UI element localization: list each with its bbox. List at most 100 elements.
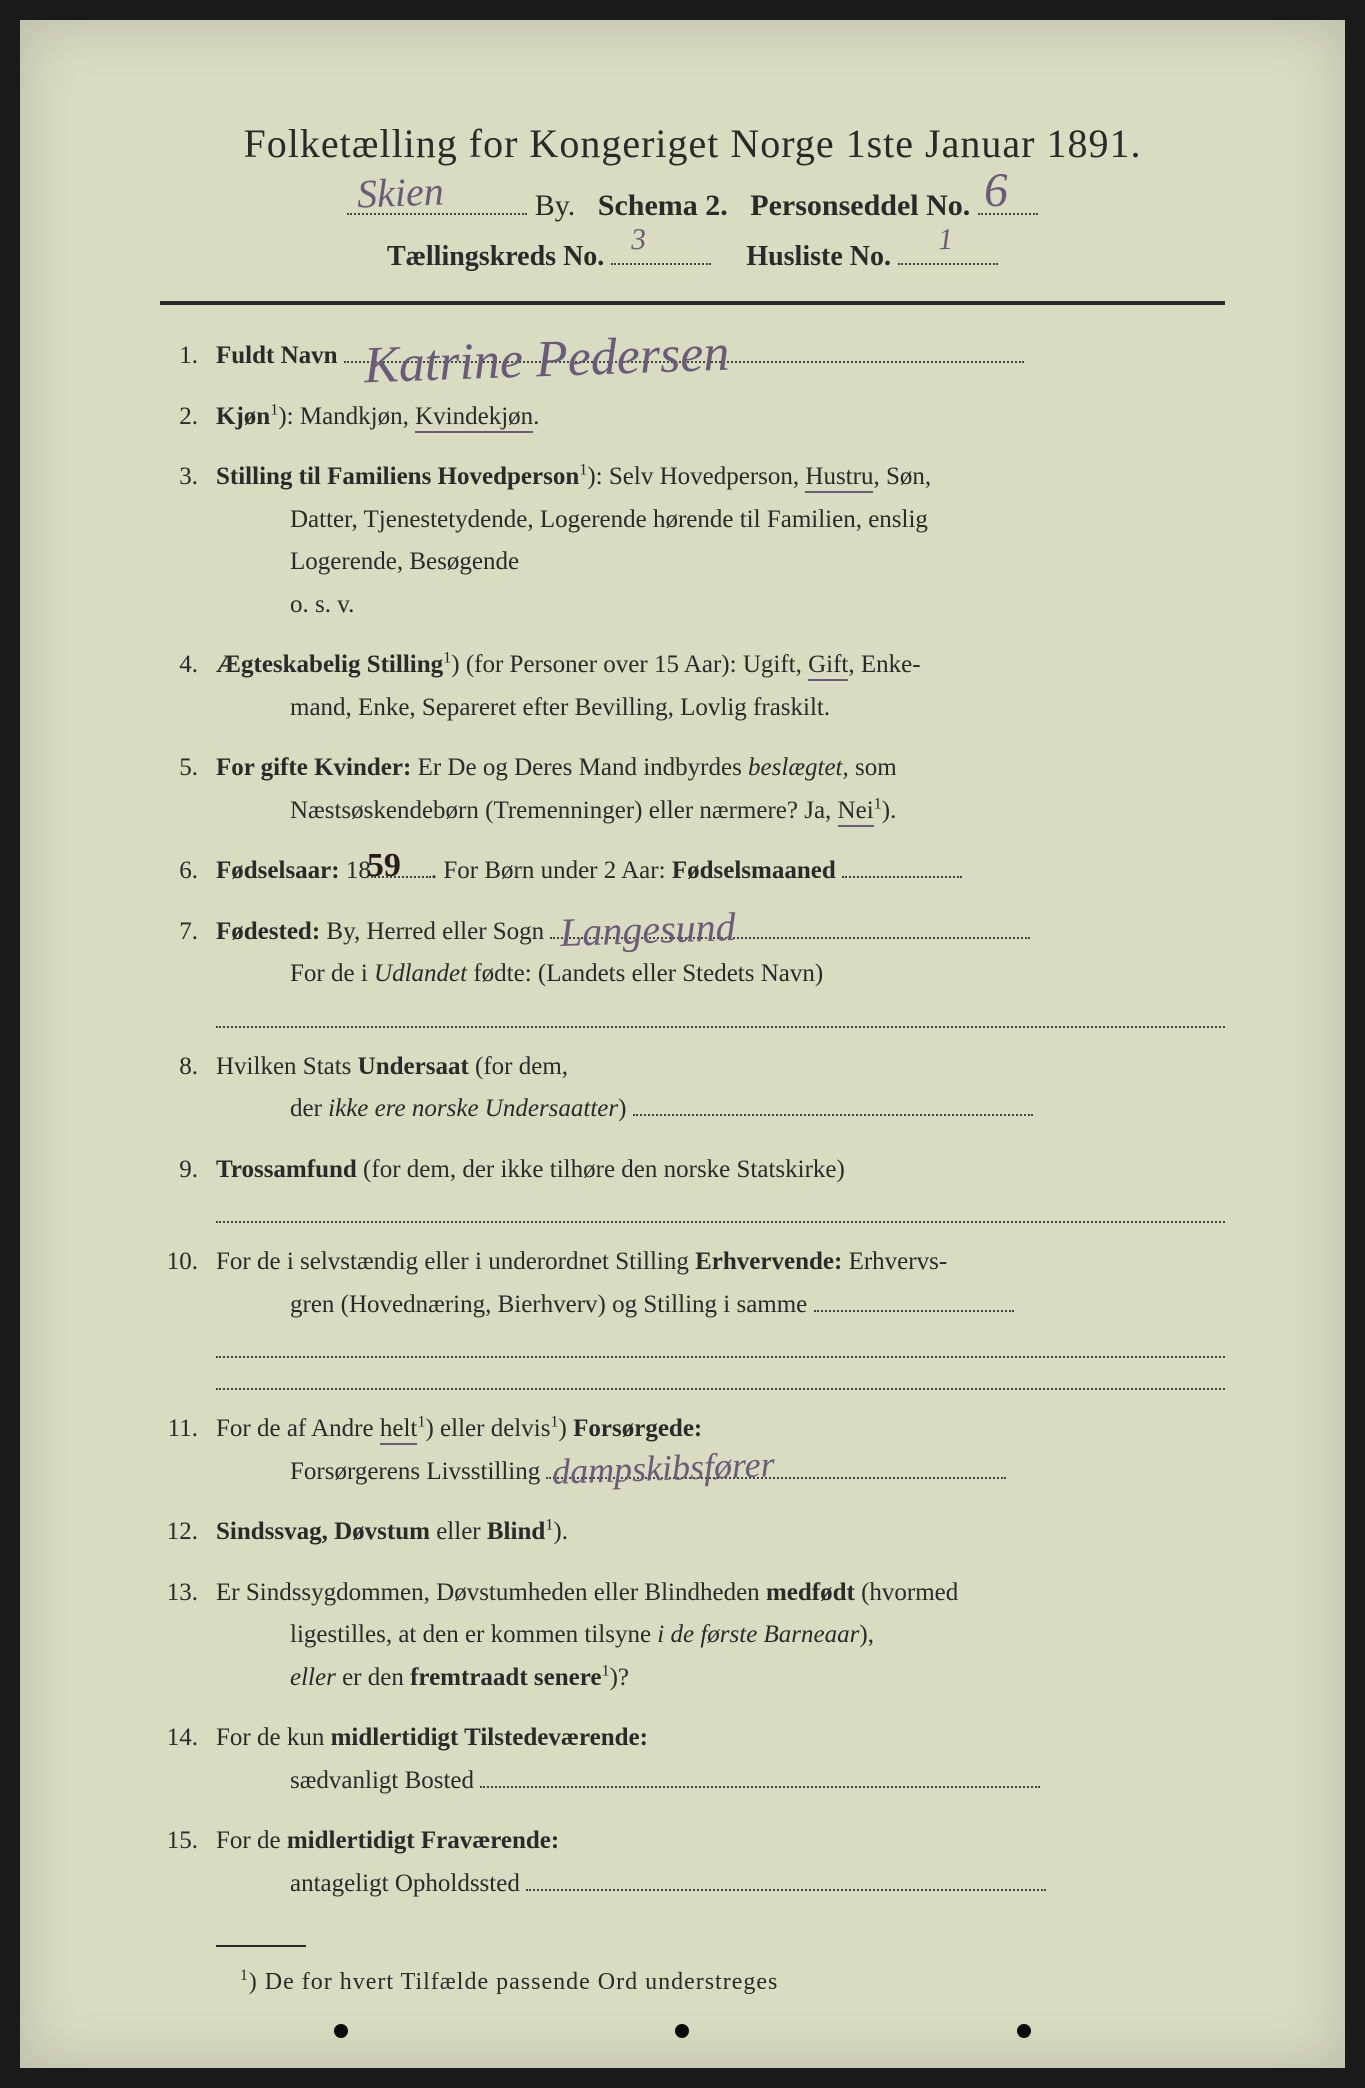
census-form-page: Folketælling for Kongeriget Norge 1ste J… <box>20 20 1345 2068</box>
text: , Søn, <box>873 463 931 490</box>
name-blank: Katrine Pedersen <box>344 338 1024 363</box>
item-content: Fuldt Navn Katrine Pedersen <box>216 335 1225 378</box>
text: Er De og Deres Mand indbyrdes <box>411 754 748 781</box>
item-7: 7. Fødested: By, Herred eller Sogn Lange… <box>160 911 1225 1028</box>
italic: Udlandet <box>374 960 467 987</box>
dotted-line <box>216 1330 1225 1358</box>
underlined-kvindekjon: Kvindekjøn <box>415 403 533 433</box>
label-fuldt-navn: Fuldt Navn <box>216 342 338 369</box>
handwritten-person-no: 6 <box>983 163 1009 219</box>
text: , Enke- <box>848 651 920 678</box>
item-content: Sindssvag, Døvstum eller Blind1). <box>216 1511 1225 1554</box>
blank <box>814 1287 1014 1312</box>
line: Næstsøskendebørn (Tremenninger) eller næ… <box>216 790 1225 833</box>
text: Er Sindssygdommen, Døvstumheden eller Bl… <box>216 1579 766 1606</box>
label-kjon: Kjøn <box>216 403 270 430</box>
line: ligestilles, at den er kommen tilsyne i … <box>216 1614 1225 1657</box>
item-content: For gifte Kvinder: Er De og Deres Mand i… <box>216 747 1225 832</box>
label-fremtraadt: fremtraadt senere <box>410 1664 601 1691</box>
underlined-gift: Gift <box>808 651 848 681</box>
sup: 1 <box>874 794 882 812</box>
item-num: 3. <box>160 456 216 626</box>
item-11: 11. For de af Andre helt1) eller delvis1… <box>160 1408 1225 1493</box>
city-label: By. <box>535 189 576 222</box>
item-4: 4. Ægteskabelig Stilling1) (for Personer… <box>160 644 1225 729</box>
label-trossamfund: Trossamfund <box>216 1156 357 1183</box>
label-stilling: Stilling til Familiens Hovedperson <box>216 463 579 490</box>
item-num: 14. <box>160 1717 216 1802</box>
text: ) <box>559 1415 574 1442</box>
month-blank <box>842 853 962 878</box>
text: ) eller delvis <box>425 1415 550 1442</box>
item-15: 15. For de midlertidigt Fraværende: anta… <box>160 1820 1225 1905</box>
text: (hvormed <box>855 1579 958 1606</box>
line: Datter, Tjenestetydende, Logerende høren… <box>216 499 1225 542</box>
sup: 1 <box>550 1413 558 1431</box>
text: der <box>290 1095 328 1122</box>
text: Forsørgerens Livsstilling <box>290 1458 540 1485</box>
text: Erhvervs- <box>842 1248 947 1275</box>
husliste-label: Husliste No. <box>746 241 891 272</box>
header-divider <box>160 301 1225 305</box>
item-num: 5. <box>160 747 216 832</box>
label-medfodt: medfødt <box>766 1579 855 1606</box>
year-blank: 59 <box>371 853 431 878</box>
item-13: 13. Er Sindssygdommen, Døvstumheden elle… <box>160 1572 1225 1700</box>
item-10: 10. For de i selvstændig eller i underor… <box>160 1241 1225 1390</box>
item-num: 9. <box>160 1149 216 1224</box>
text: For de i <box>290 960 374 987</box>
label-tilstedevaerende: midlertidigt Tilstedeværende: <box>331 1724 648 1751</box>
label-fravaerende: midlertidigt Fraværende: <box>287 1827 559 1854</box>
person-no-blank: 6 <box>978 185 1038 215</box>
text: For de i selvstændig eller i underordnet… <box>216 1248 695 1275</box>
punch-holes <box>20 2024 1345 2038</box>
item-num: 12. <box>160 1511 216 1554</box>
label-fodselsaar: Fødselsaar: <box>216 857 340 884</box>
italic: beslægtet, <box>748 754 849 781</box>
person-label: Personseddel No. <box>750 189 970 222</box>
text: ), <box>859 1621 874 1648</box>
italic: ikke ere norske Undersaatter <box>328 1095 618 1122</box>
text: Næstsøskendebørn (Tremenninger) eller næ… <box>290 797 838 824</box>
line: Logerende, Besøgende <box>216 541 1225 584</box>
item-num: 1. <box>160 335 216 378</box>
blank <box>633 1091 1033 1116</box>
footnote-divider <box>216 1945 306 1947</box>
text: For de <box>216 1827 287 1854</box>
tail: ). <box>882 797 897 824</box>
item-content: Stilling til Familiens Hovedperson1): Se… <box>216 456 1225 626</box>
sup: 1 <box>601 1661 609 1679</box>
item-8: 8. Hvilken Stats Undersaat (for dem, der… <box>160 1046 1225 1131</box>
underlined-hustru: Hustru <box>805 463 873 493</box>
label-undersaat: Undersaat <box>358 1053 469 1080</box>
text: ): Mandkjøn, <box>278 403 415 430</box>
tail: . <box>533 403 539 430</box>
handwritten-provider: dampskibsfører <box>551 1434 776 1503</box>
italic: i de første Barneaar <box>657 1621 859 1648</box>
item-num: 13. <box>160 1572 216 1700</box>
text: ) <box>618 1095 626 1122</box>
text: . For Børn under 2 Aar: <box>431 857 672 884</box>
footnote-text: ) De for hvert Tilfælde passende Ord und… <box>249 1969 779 1995</box>
item-9: 9. Trossamfund (for dem, der ikke tilhør… <box>160 1149 1225 1224</box>
item-6: 6. Fødselsaar: 18 59 . For Børn under 2 … <box>160 850 1225 893</box>
provider-blank: dampskibsfører <box>546 1454 1006 1479</box>
item-3: 3. Stilling til Familiens Hovedperson1):… <box>160 456 1225 626</box>
kreds-label: Tællingskreds No. <box>387 241 604 272</box>
text: antageligt Opholdssted <box>290 1870 520 1897</box>
text: som <box>849 754 897 781</box>
label-fodested: Fødested: <box>216 918 320 945</box>
schema-label: Schema 2. <box>598 189 728 222</box>
item-content: For de i selvstændig eller i underordnet… <box>216 1241 1225 1390</box>
line: o. s. v. <box>216 584 1225 627</box>
underlined-nei: Nei <box>838 797 874 827</box>
label-fodselsmaaned: Fødselsmaaned <box>672 857 836 884</box>
text: sædvanligt Bosted <box>290 1767 474 1794</box>
dotted-line <box>216 1195 1225 1223</box>
text: By, Herred eller Sogn <box>320 918 550 945</box>
line: mand, Enke, Separeret efter Bevilling, L… <box>216 687 1225 730</box>
item-content: Fødselsaar: 18 59 . For Børn under 2 Aar… <box>216 850 1225 893</box>
line: sædvanligt Bosted <box>216 1760 1225 1803</box>
text: ) (for Personer over 15 Aar): Ugift, <box>451 651 808 678</box>
handwritten-year: 59 <box>367 837 401 895</box>
